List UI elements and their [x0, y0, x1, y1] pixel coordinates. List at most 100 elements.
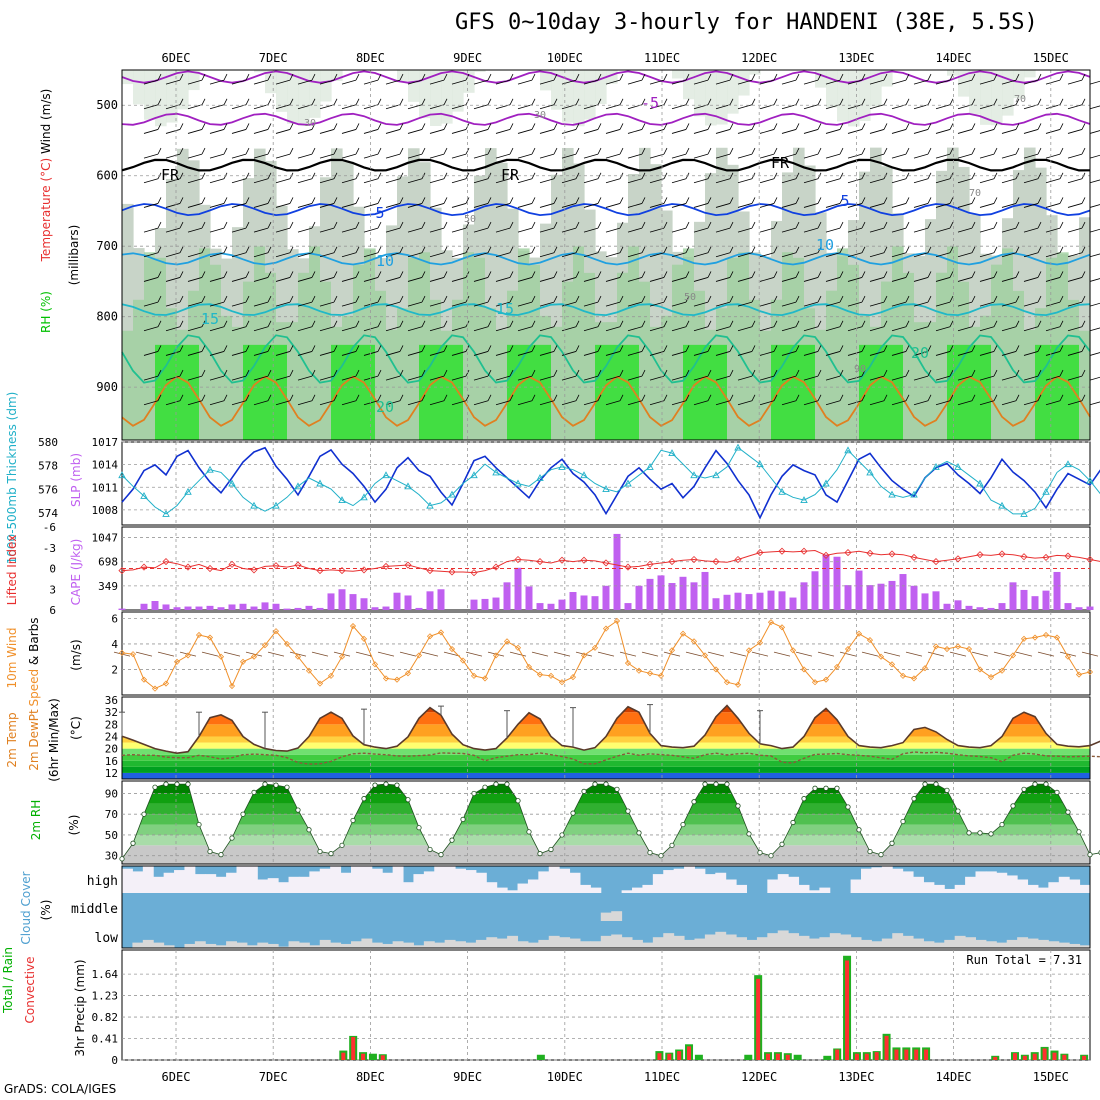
wind-barb — [319, 203, 335, 208]
lifted-index-marker — [712, 558, 720, 566]
wind-speed-marker — [679, 630, 687, 637]
cloud-layer-label: middle — [71, 902, 118, 917]
temp-label: 2m Temp — [5, 712, 19, 767]
wind-barb — [201, 320, 206, 327]
rh-shade — [540, 70, 552, 91]
wind-barb — [671, 227, 687, 233]
cloud-cover-bar — [694, 938, 706, 948]
contour-label: FR — [501, 166, 520, 184]
wind-barb — [913, 252, 929, 258]
wind-barb — [311, 295, 316, 303]
rh-marker — [779, 841, 785, 847]
cloud-cover-bar — [361, 938, 373, 948]
temperature-band — [122, 760, 1090, 767]
wind-barb — [715, 351, 731, 356]
lifted-index-marker — [206, 564, 214, 573]
wind-barb — [399, 394, 404, 401]
rh-marker — [636, 830, 642, 836]
wind-barb — [143, 79, 159, 85]
cloud-cover-bar — [788, 876, 800, 893]
ylabel-part: Wind (m/s) — [39, 89, 53, 154]
wind-barb — [179, 320, 184, 327]
wind-barb — [517, 301, 533, 307]
contour-label: 30 — [534, 110, 546, 121]
wind-barb — [143, 203, 159, 208]
rh-shade — [1035, 344, 1047, 440]
pressure-tick-label: 600 — [96, 169, 118, 183]
wind-barb — [715, 203, 731, 208]
rh-marker — [834, 785, 840, 791]
wind-barb — [715, 178, 731, 184]
rh-shade — [254, 344, 266, 440]
cloud-cover-bar — [892, 933, 904, 948]
wind-barb — [333, 221, 338, 229]
wind-barb — [385, 326, 401, 332]
cape-bar — [635, 585, 643, 610]
rh-shade — [474, 70, 486, 72]
lifted-index-marker — [1064, 552, 1072, 560]
cloud-cover-bar — [704, 874, 716, 893]
cape-bar — [1042, 590, 1050, 610]
rh-shade — [804, 165, 816, 440]
cloud-cover-bar — [819, 887, 831, 893]
wind-barb — [861, 221, 866, 229]
ylabel-part: (°C) — [69, 716, 83, 740]
rh-marker — [482, 784, 488, 790]
wind-barb — [1067, 400, 1083, 406]
cape-bar — [239, 603, 247, 610]
wind-barb — [759, 129, 775, 134]
wind-barb — [509, 394, 514, 401]
wind-barb — [971, 172, 976, 179]
wind-barb — [289, 246, 294, 253]
wind-barb — [143, 104, 159, 110]
wind-barb — [451, 227, 467, 233]
wind-barb — [553, 98, 558, 105]
cape-bar — [261, 602, 269, 610]
wind-barb — [663, 271, 668, 278]
contour-label: 50 — [464, 214, 476, 225]
wind-speed-marker — [140, 676, 148, 683]
thickness-marker — [294, 482, 302, 490]
wind-barb — [583, 400, 599, 406]
cloud-cover-bar — [965, 876, 977, 893]
wind-barb — [803, 301, 819, 307]
wind-barb — [363, 351, 379, 356]
wind-barb — [539, 227, 555, 233]
wind-barb — [583, 153, 599, 159]
cape-bar — [294, 607, 302, 610]
rh-marker — [1021, 786, 1027, 792]
cloud-cover-bar — [257, 942, 269, 948]
pressure-tick-label: 700 — [96, 239, 118, 253]
wind-barb — [685, 271, 690, 278]
wind-barb — [157, 221, 162, 229]
wind-barb — [355, 197, 360, 204]
wind-barb — [575, 73, 580, 81]
cloud-cover-bar — [777, 874, 789, 893]
wind-barb — [187, 326, 203, 332]
thickness-marker — [800, 496, 808, 504]
temperature-tick-label: 20 — [105, 743, 118, 756]
wind-barb — [561, 351, 577, 356]
wind-barb — [231, 351, 247, 356]
wind-barb — [311, 123, 316, 130]
surface-wind-barb — [179, 651, 197, 657]
convective-precip-bar — [1012, 1053, 1017, 1060]
convective-precip-bar — [874, 1052, 879, 1060]
wind-barb — [715, 252, 731, 258]
wind-barb — [575, 98, 580, 105]
cloud-cover-bar — [819, 937, 831, 948]
convective-precip-bar — [924, 1049, 929, 1060]
wind-barb — [1037, 246, 1042, 253]
rh-shade — [694, 344, 706, 440]
wind-barb — [1089, 352, 1100, 356]
thickness-marker — [514, 479, 522, 487]
wind-barb — [1081, 271, 1086, 278]
convective-precip-bar — [361, 1053, 366, 1060]
convective-precip-bar — [904, 1049, 909, 1060]
grads-credit: GrADS: COLA/IGES — [4, 1082, 117, 1096]
cape-bar — [613, 533, 621, 610]
wind-barb — [451, 326, 467, 332]
rh-shade — [914, 322, 926, 440]
lifted-index-marker — [338, 567, 346, 575]
wind-barb — [473, 79, 489, 85]
